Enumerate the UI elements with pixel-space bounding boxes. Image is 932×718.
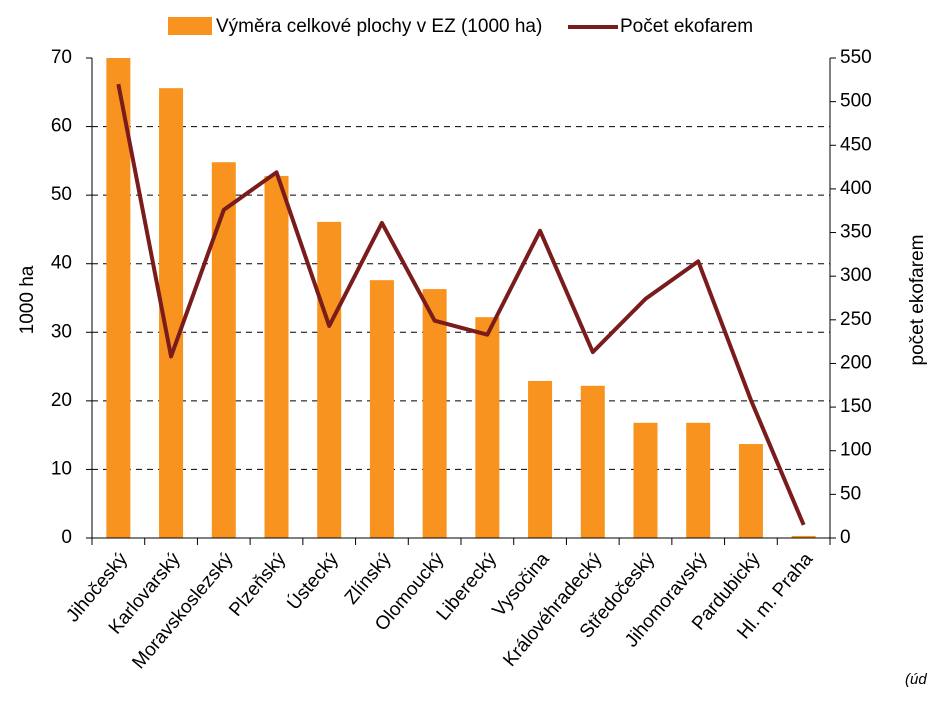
y-tick-label: 50 <box>51 184 72 205</box>
annotation: (úd <box>905 671 927 688</box>
bar <box>211 162 236 538</box>
y2-tick-label: 400 <box>840 178 872 199</box>
legend-label: Výměra celkové plochy v EZ (1000 ha) <box>216 16 542 37</box>
x-tick-label: Moravskoslezský <box>128 549 237 674</box>
line <box>116 83 806 526</box>
y2-tick-label: 300 <box>840 265 872 286</box>
x-tick-label: Plzeňský <box>225 549 290 621</box>
y2-tick-label: 200 <box>840 352 872 373</box>
y-axis-label: 1000 ha <box>17 265 38 334</box>
bar <box>791 535 816 538</box>
y2-tick-label: 550 <box>840 47 872 68</box>
y-tick-label: 60 <box>51 116 72 137</box>
bar <box>475 317 500 538</box>
x-tick-label: Královéhradecký <box>499 549 606 671</box>
bar <box>580 385 605 538</box>
bar <box>264 175 289 538</box>
y2-tick-label: 450 <box>840 134 872 155</box>
y2-tick-label: 150 <box>840 396 872 417</box>
y2-tick-label: 100 <box>840 440 872 461</box>
bar <box>738 444 763 538</box>
y2-tick-label: 0 <box>840 527 851 548</box>
bar <box>106 58 131 538</box>
legend-label: Počet ekofarem <box>620 16 753 37</box>
bar <box>422 289 447 538</box>
bar <box>528 380 553 538</box>
y2-tick-label: 350 <box>840 222 872 243</box>
y2-tick-label: 250 <box>840 309 872 330</box>
y-tick-label: 10 <box>51 458 72 479</box>
legend-swatch <box>168 17 212 35</box>
y-tick-label: 30 <box>51 321 72 342</box>
bar <box>686 422 711 538</box>
x-tick-label: Ústecký <box>283 548 344 614</box>
bar <box>369 280 394 538</box>
y-tick-label: 20 <box>51 390 72 411</box>
y-tick-label: 0 <box>61 527 72 548</box>
x-tick-label: Zlínský <box>341 549 396 609</box>
y2-tick-label: 50 <box>840 483 861 504</box>
bar <box>317 221 342 538</box>
y-tick-label: 40 <box>51 253 72 274</box>
bar <box>633 422 658 538</box>
y2-tick-label: 500 <box>840 91 872 112</box>
y-tick-label: 70 <box>51 47 72 68</box>
y2-axis-label: počet ekofarem <box>907 235 928 366</box>
